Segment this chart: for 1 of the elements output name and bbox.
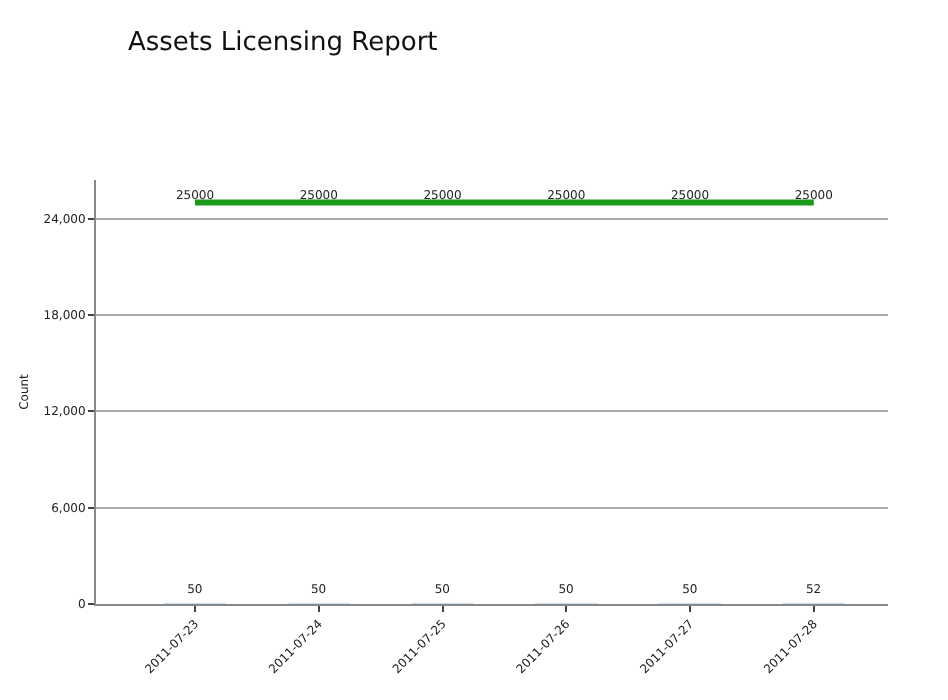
- chart-title: Assets Licensing Report: [127, 27, 438, 58]
